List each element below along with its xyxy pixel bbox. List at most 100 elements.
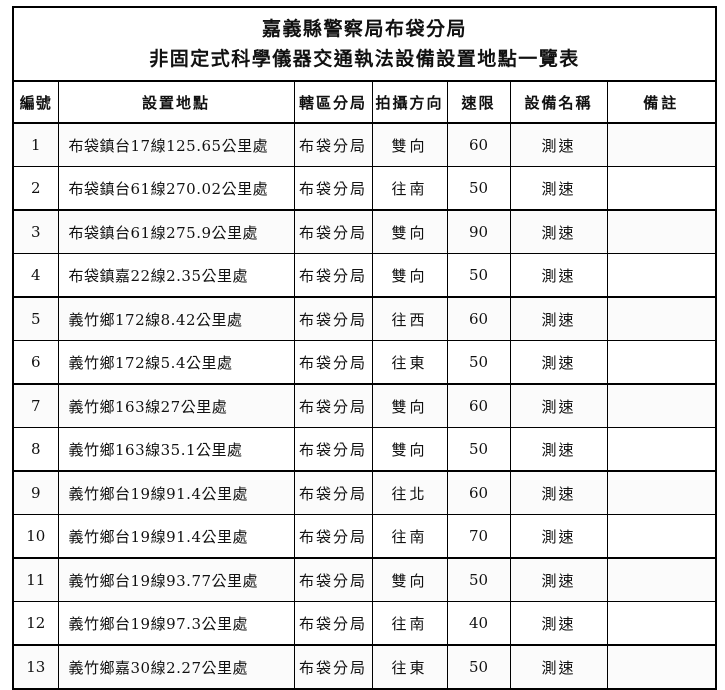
cell-district: 布袋分局 — [293, 427, 373, 472]
cell-location: 義竹鄉嘉30線2.27公里處 — [57, 644, 295, 690]
cell-no: 2 — [12, 166, 59, 211]
cell-no: 4 — [12, 253, 59, 298]
cell-no: 3 — [12, 209, 59, 254]
cell-equipment: 測速 — [509, 122, 608, 167]
column-header-equipment: 設備名稱 — [509, 80, 608, 124]
cell-location: 義竹鄉台19線93.77公里處 — [57, 557, 295, 602]
table-row: 4 布袋鎮嘉22線2.35公里處 布袋分局 雙向 50 測速 — [12, 253, 717, 298]
table-row: 12 義竹鄉台19線97.3公里處 布袋分局 往南 40 測速 — [12, 601, 717, 646]
cell-speed-limit: 50 — [446, 340, 511, 385]
cell-direction: 往南 — [371, 601, 448, 646]
cell-equipment: 測速 — [509, 166, 608, 211]
cell-remark — [606, 514, 717, 559]
table-row: 9 義竹鄉台19線91.4公里處 布袋分局 往北 60 測速 — [12, 470, 717, 515]
cell-equipment: 測速 — [509, 383, 608, 428]
cell-direction: 雙向 — [371, 557, 448, 602]
cell-equipment: 測速 — [509, 514, 608, 559]
cell-speed-limit: 50 — [446, 644, 511, 690]
cell-no: 10 — [12, 514, 59, 559]
cell-remark — [606, 253, 717, 298]
cell-direction: 雙向 — [371, 253, 448, 298]
table-row: 2 布袋鎮台61線270.02公里處 布袋分局 往南 50 測速 — [12, 166, 717, 211]
cell-speed-limit: 60 — [446, 122, 511, 167]
cell-district: 布袋分局 — [293, 340, 373, 385]
cell-no: 1 — [12, 122, 59, 167]
cell-district: 布袋分局 — [293, 557, 373, 602]
cell-no: 12 — [12, 601, 59, 646]
cell-district: 布袋分局 — [293, 166, 373, 211]
title-row: 嘉義縣警察局布袋分局 非固定式科學儀器交通執法設備設置地點一覽表 — [12, 6, 717, 82]
table-row: 10 義竹鄉台19線91.4公里處 布袋分局 往南 70 測速 — [12, 514, 717, 559]
title-line-primary: 嘉義縣警察局布袋分局 — [262, 18, 468, 40]
cell-direction: 往東 — [371, 644, 448, 690]
cell-remark — [606, 383, 717, 428]
cell-no: 13 — [12, 644, 59, 690]
cell-direction: 往東 — [371, 340, 448, 385]
column-header-direction: 拍攝方向 — [371, 80, 448, 124]
cell-location: 義竹鄉172線5.4公里處 — [57, 340, 295, 385]
table-row: 6 義竹鄉172線5.4公里處 布袋分局 往東 50 測速 — [12, 340, 717, 385]
cell-location: 布袋鎮台17線125.65公里處 — [57, 122, 295, 167]
cell-equipment: 測速 — [509, 470, 608, 515]
cell-district: 布袋分局 — [293, 644, 373, 690]
cell-speed-limit: 50 — [446, 557, 511, 602]
column-header-remark: 備註 — [606, 80, 717, 124]
cell-remark — [606, 601, 717, 646]
cell-no: 9 — [12, 470, 59, 515]
table-row: 7 義竹鄉163線27公里處 布袋分局 雙向 60 測速 — [12, 383, 717, 428]
cell-location: 義竹鄉163線27公里處 — [57, 383, 295, 428]
cell-location: 義竹鄉台19線91.4公里處 — [57, 514, 295, 559]
cell-location: 義竹鄉台19線91.4公里處 — [57, 470, 295, 515]
cell-no: 5 — [12, 296, 59, 341]
cell-remark — [606, 644, 717, 690]
cell-equipment: 測速 — [509, 557, 608, 602]
cell-direction: 雙向 — [371, 383, 448, 428]
cell-speed-limit: 50 — [446, 427, 511, 472]
cell-speed-limit: 60 — [446, 296, 511, 341]
cell-location: 布袋鎮台61線275.9公里處 — [57, 209, 295, 254]
cell-remark — [606, 166, 717, 211]
cell-no: 8 — [12, 427, 59, 472]
cell-direction: 往南 — [371, 514, 448, 559]
cell-remark — [606, 296, 717, 341]
cell-remark — [606, 122, 717, 167]
table-body: 1 布袋鎮台17線125.65公里處 布袋分局 雙向 60 測速 2 布袋鎮台61線270.0… — [12, 122, 717, 690]
column-header-no: 編號 — [12, 80, 59, 124]
cell-remark — [606, 209, 717, 254]
cell-direction: 往南 — [371, 166, 448, 211]
cell-speed-limit: 50 — [446, 253, 511, 298]
cell-no: 11 — [12, 557, 59, 602]
cell-direction: 往北 — [371, 470, 448, 515]
cell-district: 布袋分局 — [293, 601, 373, 646]
cell-speed-limit: 50 — [446, 166, 511, 211]
table-row: 1 布袋鎮台17線125.65公里處 布袋分局 雙向 60 測速 — [12, 122, 717, 167]
cell-remark — [606, 470, 717, 515]
column-header-location: 設置地點 — [57, 80, 295, 124]
cell-remark — [606, 340, 717, 385]
cell-speed-limit: 60 — [446, 383, 511, 428]
document-title: 嘉義縣警察局布袋分局 非固定式科學儀器交通執法設備設置地點一覽表 — [12, 6, 717, 82]
cell-location: 布袋鎮嘉22線2.35公里處 — [57, 253, 295, 298]
column-header-speed-limit: 速限 — [446, 80, 511, 124]
cell-equipment: 測速 — [509, 340, 608, 385]
column-header-district: 轄區分局 — [293, 80, 373, 124]
cell-district: 布袋分局 — [293, 296, 373, 341]
table-row: 5 義竹鄉172線8.42公里處 布袋分局 往西 60 測速 — [12, 296, 717, 341]
cell-equipment: 測速 — [509, 296, 608, 341]
table-row: 3 布袋鎮台61線275.9公里處 布袋分局 雙向 90 測速 — [12, 209, 717, 254]
cell-location: 義竹鄉163線35.1公里處 — [57, 427, 295, 472]
cell-speed-limit: 90 — [446, 209, 511, 254]
cell-district: 布袋分局 — [293, 122, 373, 167]
cell-district: 布袋分局 — [293, 253, 373, 298]
cell-equipment: 測速 — [509, 644, 608, 690]
cell-remark — [606, 427, 717, 472]
cell-speed-limit: 40 — [446, 601, 511, 646]
cell-speed-limit: 60 — [446, 470, 511, 515]
cell-remark — [606, 557, 717, 602]
table-header-row: 編號 設置地點 轄區分局 拍攝方向 速限 設備名稱 備註 — [12, 80, 717, 124]
cell-district: 布袋分局 — [293, 209, 373, 254]
cell-district: 布袋分局 — [293, 383, 373, 428]
table-row: 13 義竹鄉嘉30線2.27公里處 布袋分局 往東 50 測速 — [12, 644, 717, 690]
cell-equipment: 測速 — [509, 427, 608, 472]
enforcement-location-table: 嘉義縣警察局布袋分局 非固定式科學儀器交通執法設備設置地點一覽表 編號 設置地點… — [12, 6, 718, 690]
